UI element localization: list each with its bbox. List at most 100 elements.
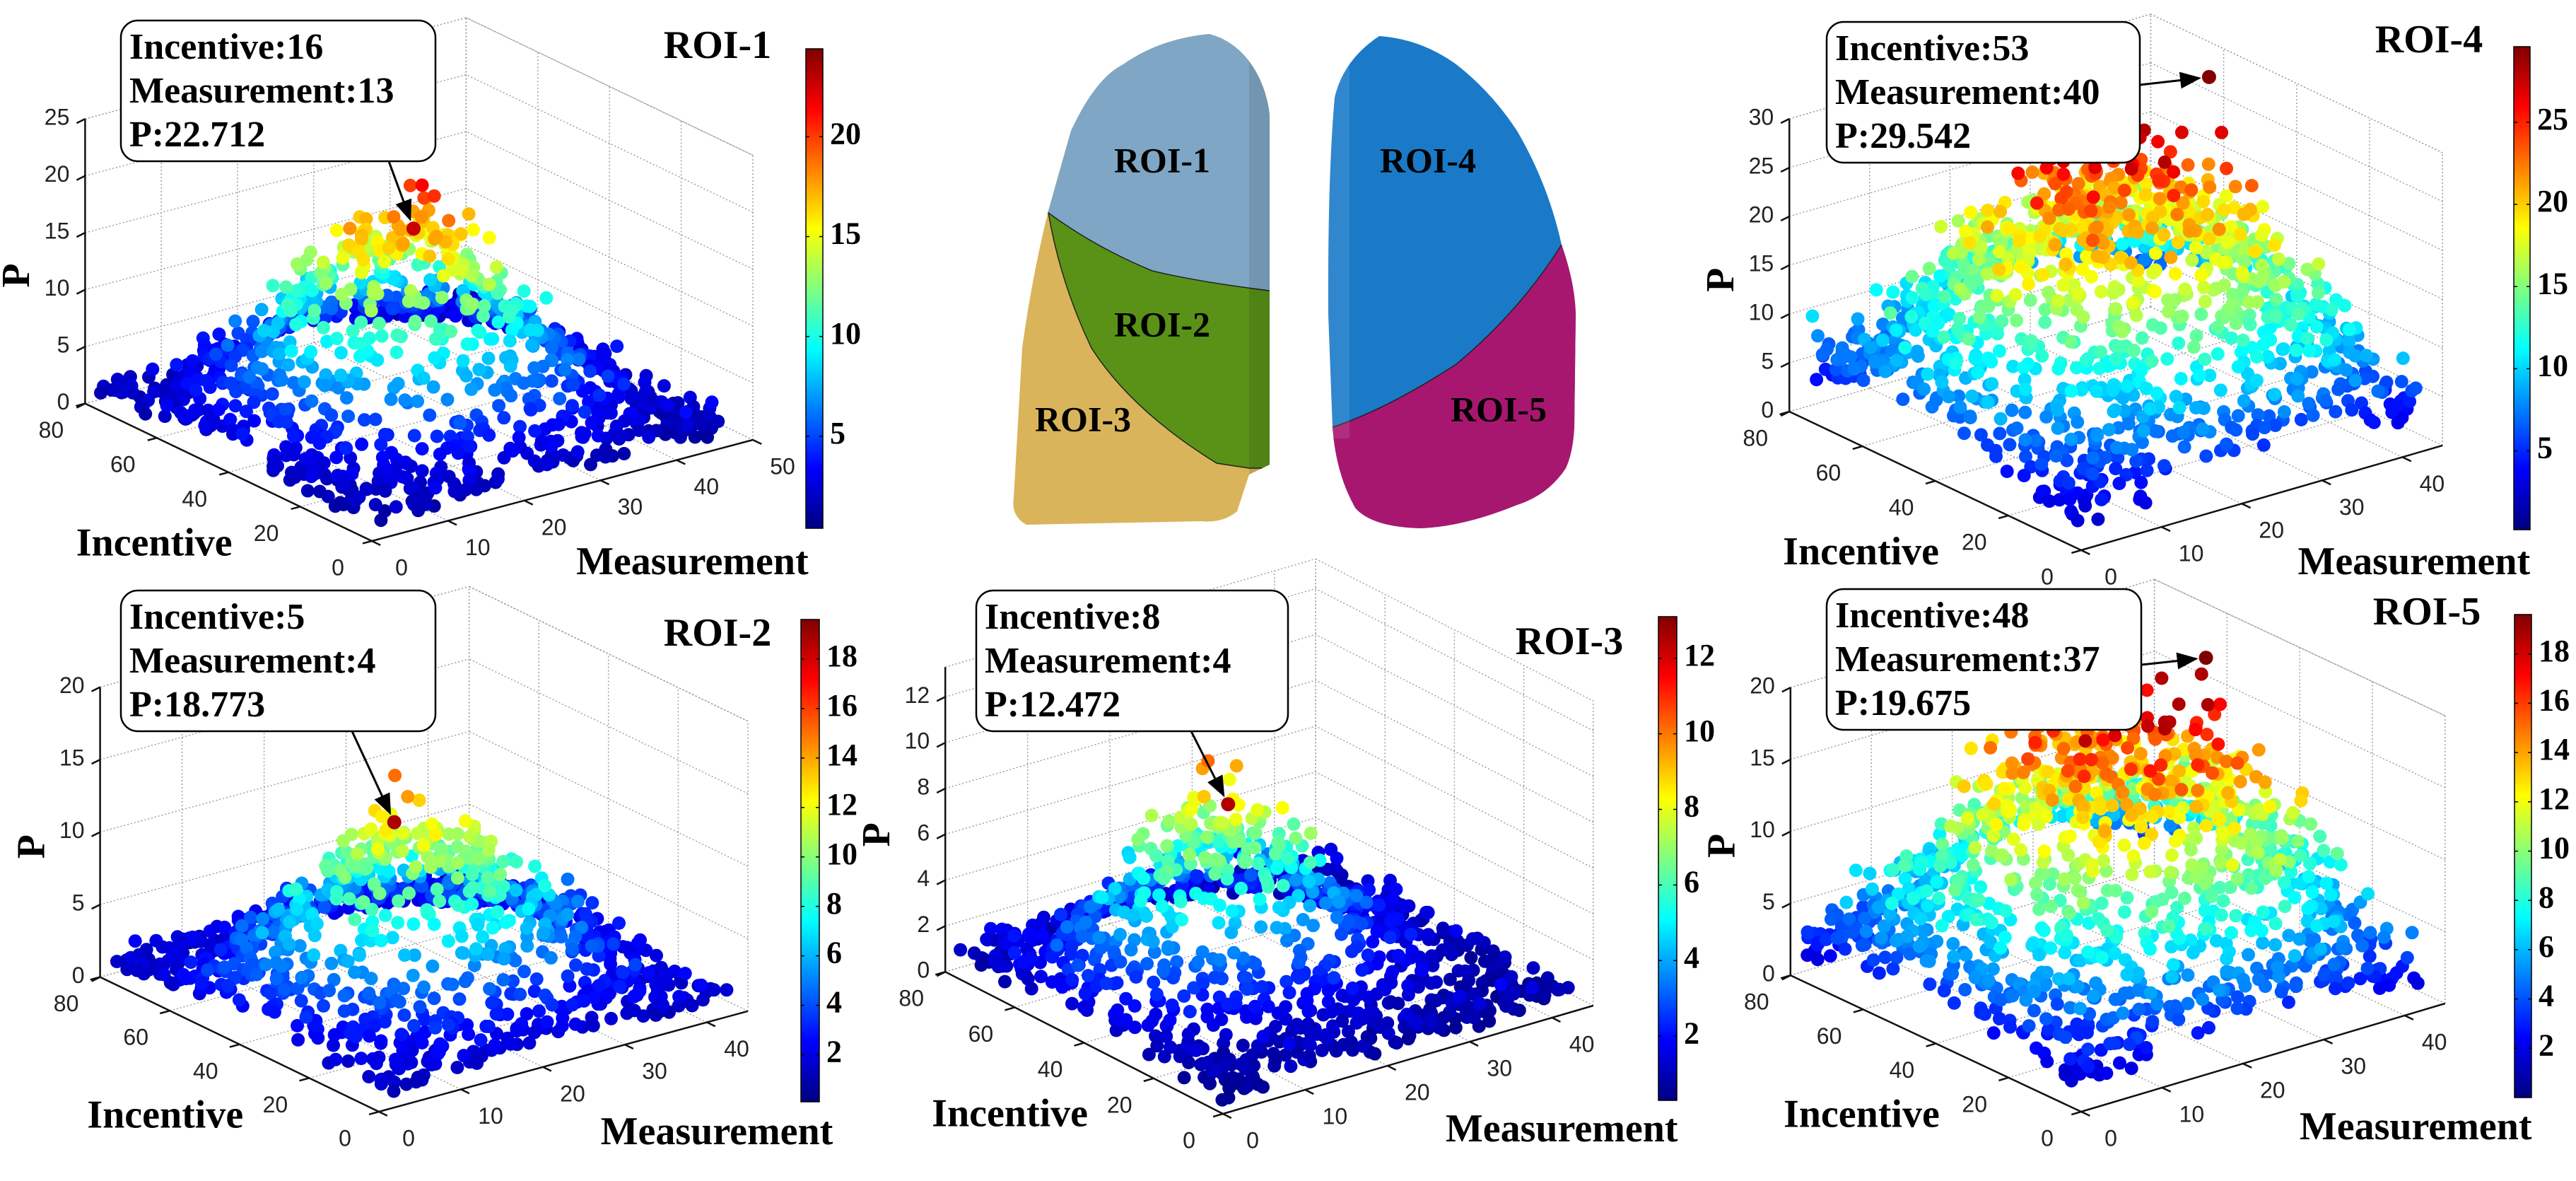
data-point [179,972,193,986]
measurement-tick-label: 20 [541,514,567,540]
data-point [2169,390,2183,404]
data-point [528,859,542,873]
data-point [304,470,318,484]
incentive-tick-label: 0 [339,1125,351,1151]
data-point [433,894,447,908]
data-point [229,385,243,399]
data-point [1990,289,2004,303]
data-point [2138,187,2153,202]
data-point [580,962,594,976]
data-point [1981,395,1995,409]
colorbar-tick-label: 6 [1684,865,1699,900]
data-point [390,345,404,359]
data-point [2212,222,2226,236]
data-point [364,972,378,986]
data-point [707,983,721,997]
data-point [1404,927,1418,941]
data-point [160,399,174,412]
data-point [334,287,349,301]
data-point [1926,324,1940,338]
data-point [520,939,534,953]
data-point [349,1029,363,1043]
data-point [1372,898,1386,912]
data-point [1347,993,1361,1007]
data-point [2059,257,2073,272]
data-point [527,984,541,999]
data-point [1953,400,1967,414]
data-point [415,178,429,192]
data-point [592,979,606,993]
data-point [522,1036,537,1050]
data-point [474,1033,488,1047]
data-point [1296,913,1310,926]
data-point [1315,1043,1329,1057]
data-point [517,376,531,390]
data-point [2074,383,2088,397]
data-point [1306,885,1320,899]
data-point [291,1018,305,1032]
data-point [2216,310,2230,325]
data-point [269,946,282,960]
data-point [1109,1023,1123,1037]
data-point [1904,310,1919,324]
grid-line [1315,771,1594,915]
data-point [2174,372,2188,385]
data-point [2171,235,2185,250]
annotation-text: Measurement:13 [129,71,394,111]
data-point [1984,355,1998,369]
data-point [566,998,580,1012]
data-point [1084,900,1097,914]
p-tick [936,742,946,748]
data-point [1883,306,1897,320]
data-point [375,809,389,823]
data-point [327,972,341,987]
data-point [1443,972,1457,987]
data-point [356,895,370,909]
incentive-tick-label: 40 [1889,494,1914,520]
data-point [294,994,308,1008]
grid-line [100,731,469,833]
data-point [2196,422,2210,436]
incentive-tick-label: 80 [1743,425,1768,450]
data-point [1155,899,1169,913]
p-tick-label: 2 [917,912,930,937]
incentive-tick [1925,479,1936,485]
data-point [2177,440,2191,454]
data-point [369,1057,383,1071]
grid-line [2150,160,2443,300]
colorbar-tick-label: 12 [1684,638,1715,673]
data-point [395,844,409,858]
data-point [1302,875,1316,888]
measurement-tick [2401,456,2412,462]
data-point [509,883,523,897]
data-point [1878,364,1892,378]
grid-line [1315,588,1594,731]
p-tick-label: 20 [59,673,85,698]
measurement-tick-label: 10 [2179,541,2204,566]
data-point [2184,183,2199,197]
measurement-axis [1222,1004,1594,1115]
data-point [954,943,968,957]
data-point [2254,228,2268,242]
data-point [2012,234,2026,248]
data-point [2167,165,2181,179]
incentive-axis-title: Incentive [76,521,233,565]
data-point [1119,991,1133,1006]
data-point [201,963,214,977]
p-axis-title: P [1699,268,1743,292]
data-point [491,472,505,486]
data-point [185,930,199,944]
incentive-tick [1852,445,1863,450]
data-point [428,332,443,346]
data-point [568,1017,582,1031]
data-point [423,249,437,263]
data-point [2225,331,2239,345]
data-point [544,439,558,453]
data-point [1992,262,2006,277]
p-tick-label: 10 [905,728,930,754]
grid-line [945,680,1316,789]
data-point [1217,1036,1231,1050]
data-point [403,178,417,192]
data-point [2170,207,2184,221]
